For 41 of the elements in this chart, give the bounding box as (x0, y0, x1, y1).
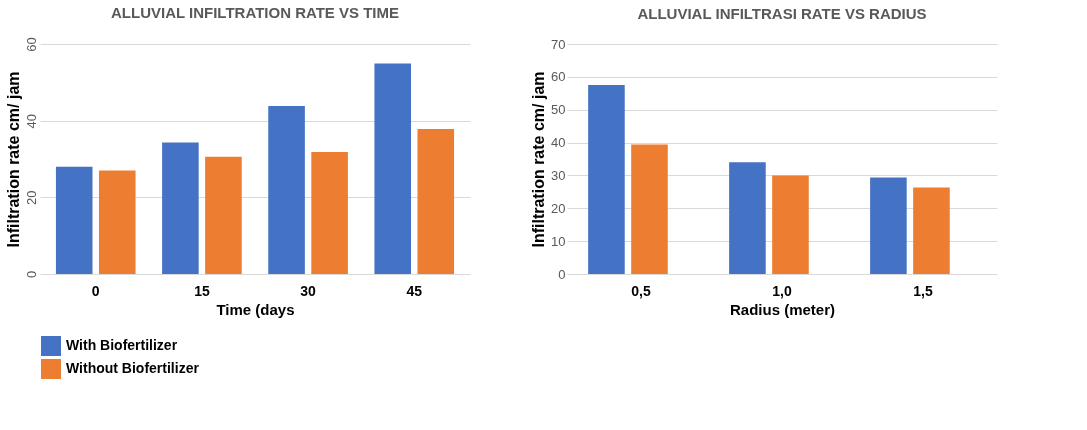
y-tick-label: 40 (551, 135, 566, 151)
bar (913, 187, 950, 274)
y-tick-label: 50 (551, 102, 566, 118)
y-tick-label: 70 (551, 36, 566, 52)
legend-label: Without Biofertilizer (66, 360, 200, 376)
bar (772, 175, 809, 274)
x-tick-label: 15 (194, 282, 210, 299)
x-tick-label: 1,0 (772, 282, 792, 299)
y-tick-label: 10 (551, 233, 566, 249)
bar (205, 156, 242, 274)
bar (268, 106, 305, 274)
x-tick-label: 30 (300, 282, 317, 299)
x-tick-label: 0,5 (631, 282, 651, 299)
x-tick-label: 45 (406, 282, 423, 299)
y-tick-label: 60 (23, 37, 39, 52)
bar (374, 63, 412, 274)
chart-title: ALLUVIAL INFILTRATION RATE VS TIME (110, 3, 400, 21)
x-tick-label: 0 (91, 282, 100, 299)
x-tick-label: 1,5 (913, 282, 933, 299)
chart-title: ALLUVIAL INFILTRASI RATE VS RADIUS (637, 5, 927, 22)
bar (98, 170, 136, 274)
bar (631, 144, 668, 274)
y-tick-label: 0 (558, 266, 566, 282)
bar (417, 129, 455, 274)
bar (55, 166, 93, 274)
x-axis-title: Radius (meter) (729, 300, 836, 318)
bar (162, 142, 199, 274)
y-tick-label: 60 (551, 69, 566, 85)
y-axis-title: Infiltration rate cm/ jam (4, 71, 22, 248)
y-axis-title: Infiltration rate cm/ jam (530, 71, 548, 248)
y-tick-label: 0 (23, 270, 39, 279)
y-tick-label: 40 (23, 113, 39, 129)
x-axis-title: Time (days (216, 300, 295, 318)
y-tick-label: 20 (551, 200, 566, 216)
bar (311, 152, 348, 274)
bar (729, 162, 766, 274)
y-tick-label: 20 (23, 190, 39, 206)
y-tick-label: 30 (551, 167, 566, 183)
legend-label: With Biofertilizer (66, 337, 178, 353)
bar (870, 177, 907, 274)
bar (588, 85, 625, 274)
